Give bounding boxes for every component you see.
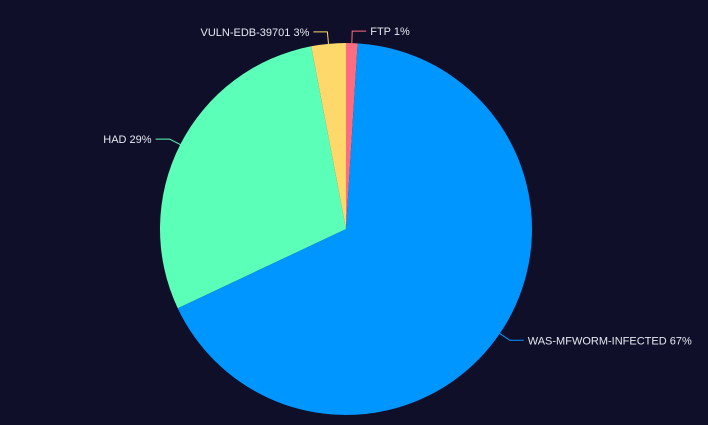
slice-label: VULN-EDB-39701 3% <box>201 27 310 39</box>
leader-line <box>499 333 524 341</box>
pie-slices <box>160 43 533 415</box>
slice-label: WAS-MFWORM-INFECTED 67% <box>528 335 692 347</box>
pie-slice-vuln-edb-39701[interactable] <box>311 43 346 229</box>
pie-slice-ftp[interactable] <box>346 43 358 229</box>
leader-line <box>351 30 367 44</box>
slice-label: HAD 29% <box>103 134 152 146</box>
pie-slice-had[interactable] <box>160 46 346 309</box>
leader-line <box>313 31 329 44</box>
leader-line <box>155 138 181 146</box>
slice-label: FTP 1% <box>370 26 410 38</box>
pie-slice-was-mfworm-infected[interactable] <box>177 43 533 415</box>
pie-labels: FTP 1% WAS-MFWORM-INFECTED 67% HAD 29% VULN… <box>103 26 692 347</box>
